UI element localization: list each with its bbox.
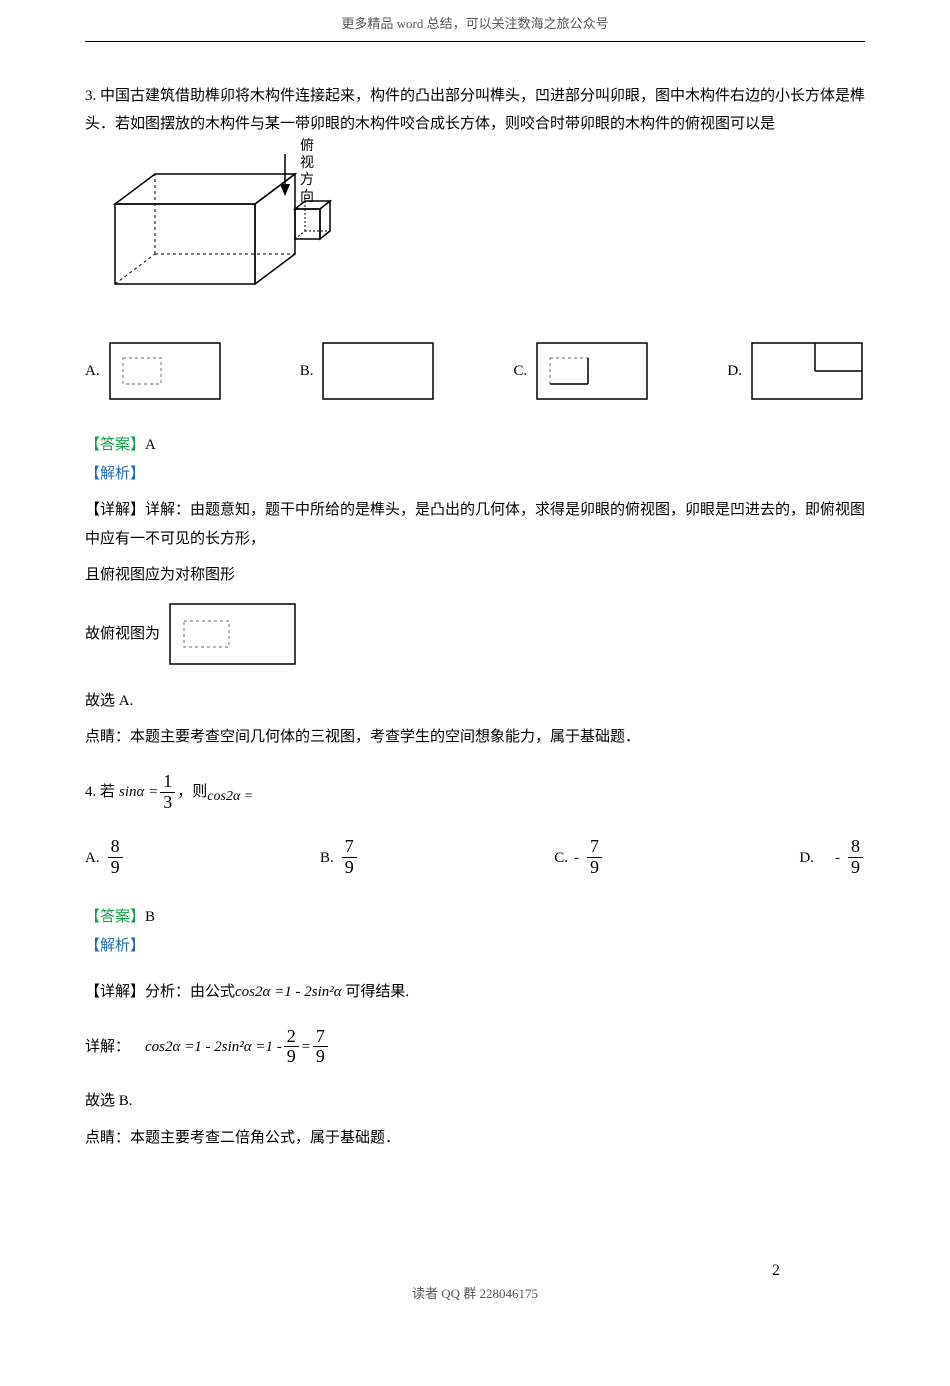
q4-opt-a: A. 89 — [85, 837, 125, 878]
q3-option-d: D. — [727, 341, 865, 401]
eq-mid: = — [301, 1033, 311, 1062]
d1-suffix: 可得结果. — [342, 984, 410, 1000]
opt-a-label: A. — [85, 357, 100, 386]
opt-c-figure — [535, 341, 650, 401]
opt-b-label: B. — [300, 357, 314, 386]
b-num: 7 — [342, 837, 357, 858]
q4-options: A. 89 B. 79 C. - 79 D. - 89 — [85, 837, 865, 878]
f2n: 7 — [313, 1027, 328, 1048]
q4-prefix: 4. 若 — [85, 778, 115, 807]
q4-text: 4. 若 sinα = 1 3 ，则 cos2α = — [85, 772, 865, 813]
b-den: 9 — [342, 858, 357, 878]
q4-frac: 1 3 — [160, 772, 175, 813]
q3-answer-figure-row: 故俯视图为 — [85, 602, 865, 667]
opt-c-lbl: C. — [554, 844, 568, 873]
q4-summary: 点睛：本题主要考查二倍角公式，属于基础题． — [85, 1124, 865, 1153]
d-num: 8 — [848, 837, 863, 858]
q3-text: 3. 中国古建筑借助榫卯将木构件连接起来，构件的凸出部分叫榫头，凹进部分叫卯眼，… — [85, 82, 865, 139]
cos2a: cos2α = — [207, 784, 253, 811]
opt-d-figure — [750, 341, 865, 401]
page-footer: 读者 QQ 群 228046175 — [85, 1282, 865, 1307]
d-den: 9 — [848, 858, 863, 878]
q4-ans-letter: B — [145, 909, 155, 925]
page-number: 2 — [772, 1256, 780, 1286]
dir-char-3: 方 — [300, 173, 318, 190]
c-num: 7 — [587, 837, 602, 858]
q4-ans-label: 【答案】 — [85, 909, 145, 925]
opt-d-label: D. — [727, 357, 742, 386]
a-den: 9 — [108, 858, 123, 878]
opt-a-figure — [108, 341, 223, 401]
d2-prefix: 详解： — [85, 1033, 130, 1062]
q4-opt-c: C. - 79 — [554, 837, 604, 878]
answer-figure — [168, 602, 298, 667]
q4-opt-b: B. 79 — [320, 837, 359, 878]
opt-b-lbl: B. — [320, 844, 334, 873]
q4-answer: 【答案】B — [85, 903, 865, 932]
q4-detail-2: 详解： cos2α =1 - 2sin²α =1 - 29 = 79 — [85, 1027, 865, 1068]
opt-c-label: C. — [514, 357, 528, 386]
eq-sign: = — [148, 784, 158, 800]
dir-char-4: 向 — [300, 190, 318, 207]
q4-therefore: 故选 B. — [85, 1087, 865, 1116]
f1d: 9 — [284, 1047, 299, 1067]
direction-label: 俯 视 方 向 — [300, 139, 318, 206]
d1-prefix: 【详解】分析：由公式 — [85, 984, 235, 1000]
opt-b-figure — [321, 341, 436, 401]
q3-summary: 点睛：本题主要考查空间几何体的三视图，考查学生的空间想象能力，属于基础题． — [85, 723, 865, 752]
frac-den: 3 — [160, 793, 175, 813]
q3-therefore: 故选 A. — [85, 687, 865, 716]
answer-fig-label: 故俯视图为 — [85, 620, 160, 649]
q4-analysis-label: 【解析】 — [85, 932, 865, 961]
c-den: 9 — [587, 858, 602, 878]
q3-detail-2: 且俯视图应为对称图形 — [85, 561, 865, 590]
q3-option-b: B. — [300, 341, 437, 401]
frac-num: 1 — [160, 772, 175, 793]
answer-letter: A — [145, 437, 156, 453]
c-neg: - — [574, 844, 579, 873]
sin-text: sin — [119, 784, 137, 800]
q3-options-row: A. B. C. D. — [85, 341, 865, 401]
a-num: 8 — [108, 837, 123, 858]
answer-label: 【答案】 — [85, 437, 145, 453]
d-neg: - — [835, 844, 840, 873]
eq-start: cos2α =1 - 2sin²α =1 - — [145, 1033, 282, 1062]
opt-a-lbl: A. — [85, 844, 100, 873]
dir-char-1: 俯 — [300, 139, 318, 156]
q4-opt-d: D. - 89 — [799, 837, 865, 878]
q3-answer: 【答案】A — [85, 431, 865, 460]
alpha-1: α — [137, 784, 145, 800]
f1n: 2 — [284, 1027, 299, 1048]
dir-char-2: 视 — [300, 156, 318, 173]
q3-detail-1: 【详解】详解：由题意知，题干中所给的是榫头，是凸出的几何体，求得是卯眼的俯视图，… — [85, 496, 865, 553]
q4-then: ，则 — [177, 778, 207, 807]
q3-analysis-label: 【解析】 — [85, 460, 865, 489]
q3-option-c: C. — [514, 341, 651, 401]
page-header: 更多精品 word 总结，可以关注数海之旅公众号 — [85, 12, 865, 42]
f2d: 9 — [313, 1047, 328, 1067]
formula1: cos2α =1 - 2sin²α — [235, 984, 342, 1000]
q3-option-a: A. — [85, 341, 223, 401]
opt-d-lbl: D. — [799, 844, 814, 873]
q4-detail-1: 【详解】分析：由公式cos2α =1 - 2sin²α 可得结果. — [85, 978, 865, 1007]
